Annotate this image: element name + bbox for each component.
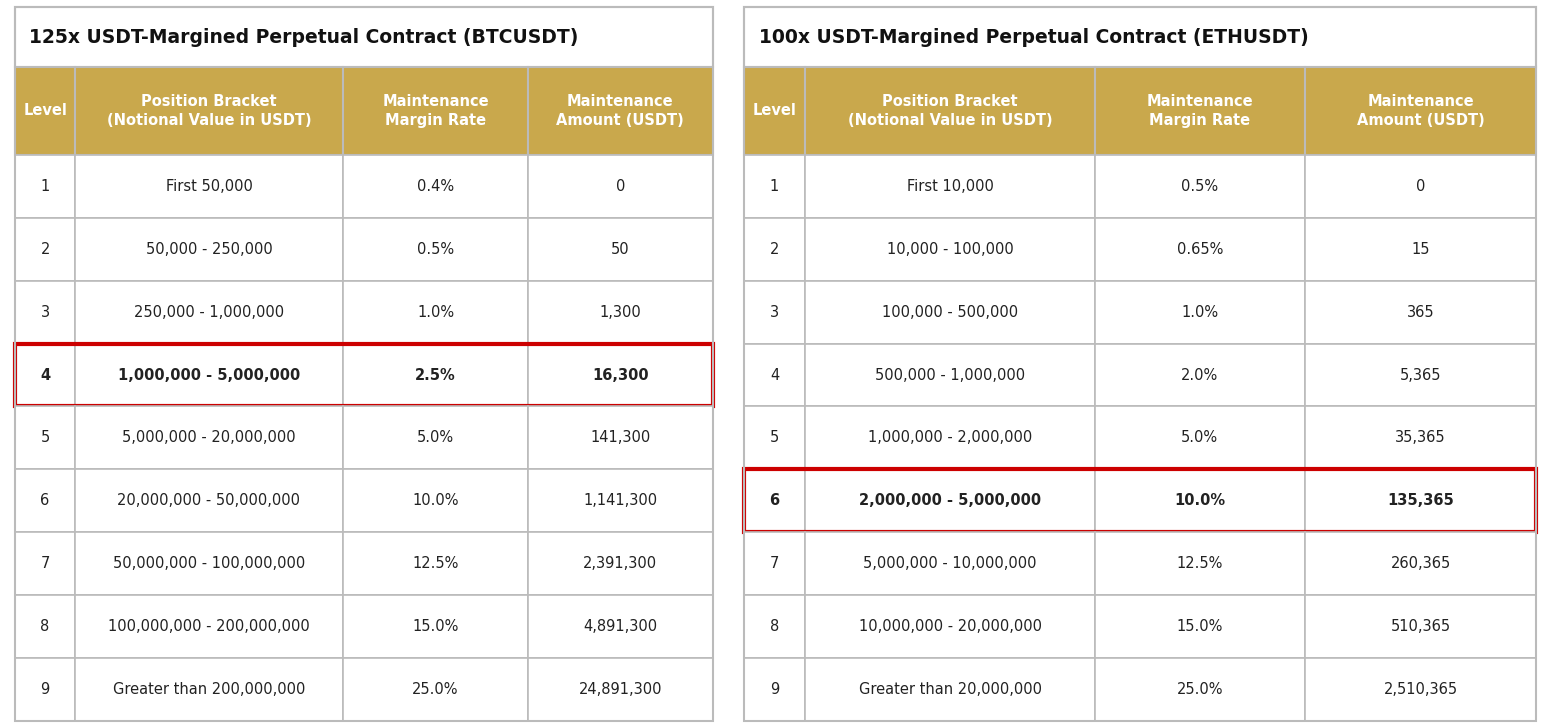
Text: 135,365: 135,365 xyxy=(1387,493,1454,508)
Text: 16,300: 16,300 xyxy=(591,368,648,382)
Text: 3: 3 xyxy=(40,304,49,320)
Text: 12.5%: 12.5% xyxy=(1177,556,1223,571)
Text: 35,365: 35,365 xyxy=(1396,430,1445,446)
Text: 100,000,000 - 200,000,000: 100,000,000 - 200,000,000 xyxy=(108,619,310,634)
Text: 8: 8 xyxy=(770,619,780,634)
Text: 500,000 - 1,000,000: 500,000 - 1,000,000 xyxy=(875,368,1025,382)
Text: 260,365: 260,365 xyxy=(1391,556,1451,571)
Text: 6: 6 xyxy=(769,493,780,508)
Text: 50: 50 xyxy=(611,242,630,257)
Text: 0: 0 xyxy=(1416,179,1425,194)
Text: 4: 4 xyxy=(770,368,780,382)
Text: 1,000,000 - 2,000,000: 1,000,000 - 2,000,000 xyxy=(868,430,1033,446)
Text: 50,000,000 - 100,000,000: 50,000,000 - 100,000,000 xyxy=(113,556,306,571)
Text: 1,141,300: 1,141,300 xyxy=(584,493,658,508)
Text: Position Bracket
(Notional Value in USDT): Position Bracket (Notional Value in USDT… xyxy=(107,94,312,128)
Text: 1,000,000 - 5,000,000: 1,000,000 - 5,000,000 xyxy=(117,368,300,382)
Text: 7: 7 xyxy=(40,556,49,571)
Text: Position Bracket
(Notional Value in USDT): Position Bracket (Notional Value in USDT… xyxy=(848,94,1053,128)
Text: 0.65%: 0.65% xyxy=(1177,242,1223,257)
Text: 100,000 - 500,000: 100,000 - 500,000 xyxy=(882,304,1017,320)
Text: 20,000,000 - 50,000,000: 20,000,000 - 50,000,000 xyxy=(117,493,301,508)
Text: Maintenance
Amount (USDT): Maintenance Amount (USDT) xyxy=(556,94,684,128)
Text: 1: 1 xyxy=(770,179,780,194)
Text: 125x USDT-Margined Perpetual Contract (BTCUSDT): 125x USDT-Margined Perpetual Contract (B… xyxy=(29,28,579,47)
Text: 2: 2 xyxy=(770,242,780,257)
Text: Level: Level xyxy=(752,103,797,119)
Text: 24,891,300: 24,891,300 xyxy=(579,682,662,697)
Text: 7: 7 xyxy=(770,556,780,571)
Text: 2,510,365: 2,510,365 xyxy=(1383,682,1458,697)
Text: Maintenance
Margin Rate: Maintenance Margin Rate xyxy=(383,94,489,128)
Text: 10,000,000 - 20,000,000: 10,000,000 - 20,000,000 xyxy=(858,619,1042,634)
Text: 141,300: 141,300 xyxy=(590,430,650,446)
Text: 50,000 - 250,000: 50,000 - 250,000 xyxy=(145,242,272,257)
Text: 25.0%: 25.0% xyxy=(1177,682,1223,697)
Text: 0.4%: 0.4% xyxy=(417,179,454,194)
Text: 9: 9 xyxy=(40,682,49,697)
Text: Level: Level xyxy=(23,103,66,119)
Text: 8: 8 xyxy=(40,619,49,634)
Text: 2,000,000 - 5,000,000: 2,000,000 - 5,000,000 xyxy=(858,493,1041,508)
Text: Maintenance
Amount (USDT): Maintenance Amount (USDT) xyxy=(1357,94,1484,128)
Text: 0.5%: 0.5% xyxy=(1181,179,1218,194)
Text: 1,300: 1,300 xyxy=(599,304,641,320)
Text: 25.0%: 25.0% xyxy=(412,682,459,697)
Text: 15: 15 xyxy=(1411,242,1430,257)
Text: 1.0%: 1.0% xyxy=(1181,304,1218,320)
Text: 9: 9 xyxy=(770,682,780,697)
Text: 15.0%: 15.0% xyxy=(412,619,459,634)
Text: 5,365: 5,365 xyxy=(1400,368,1441,382)
Text: 4,891,300: 4,891,300 xyxy=(584,619,658,634)
Text: 250,000 - 1,000,000: 250,000 - 1,000,000 xyxy=(134,304,284,320)
Text: 10.0%: 10.0% xyxy=(1175,493,1226,508)
Text: Greater than 200,000,000: Greater than 200,000,000 xyxy=(113,682,306,697)
Text: 0: 0 xyxy=(616,179,625,194)
Text: 365: 365 xyxy=(1407,304,1434,320)
Text: 12.5%: 12.5% xyxy=(412,556,459,571)
Text: 5.0%: 5.0% xyxy=(1181,430,1218,446)
Text: 3: 3 xyxy=(770,304,780,320)
Text: 100x USDT-Margined Perpetual Contract (ETHUSDT): 100x USDT-Margined Perpetual Contract (E… xyxy=(760,28,1309,47)
Text: First 10,000: First 10,000 xyxy=(906,179,993,194)
Text: 6: 6 xyxy=(40,493,49,508)
Text: 0.5%: 0.5% xyxy=(417,242,454,257)
Text: 1: 1 xyxy=(40,179,49,194)
Text: 5,000,000 - 10,000,000: 5,000,000 - 10,000,000 xyxy=(863,556,1038,571)
Text: First 50,000: First 50,000 xyxy=(165,179,252,194)
Text: 5: 5 xyxy=(40,430,49,446)
Text: 5: 5 xyxy=(770,430,780,446)
Text: 15.0%: 15.0% xyxy=(1177,619,1223,634)
Text: 2,391,300: 2,391,300 xyxy=(584,556,658,571)
Text: 2.0%: 2.0% xyxy=(1181,368,1218,382)
Text: Greater than 20,000,000: Greater than 20,000,000 xyxy=(858,682,1042,697)
Text: 5.0%: 5.0% xyxy=(417,430,454,446)
Text: Maintenance
Margin Rate: Maintenance Margin Rate xyxy=(1147,94,1254,128)
Text: 2: 2 xyxy=(40,242,49,257)
Text: 5,000,000 - 20,000,000: 5,000,000 - 20,000,000 xyxy=(122,430,296,446)
Text: 2.5%: 2.5% xyxy=(415,368,455,382)
Text: 510,365: 510,365 xyxy=(1391,619,1451,634)
Text: 4: 4 xyxy=(40,368,49,382)
Text: 1.0%: 1.0% xyxy=(417,304,454,320)
Text: 10,000 - 100,000: 10,000 - 100,000 xyxy=(886,242,1013,257)
Text: 10.0%: 10.0% xyxy=(412,493,459,508)
